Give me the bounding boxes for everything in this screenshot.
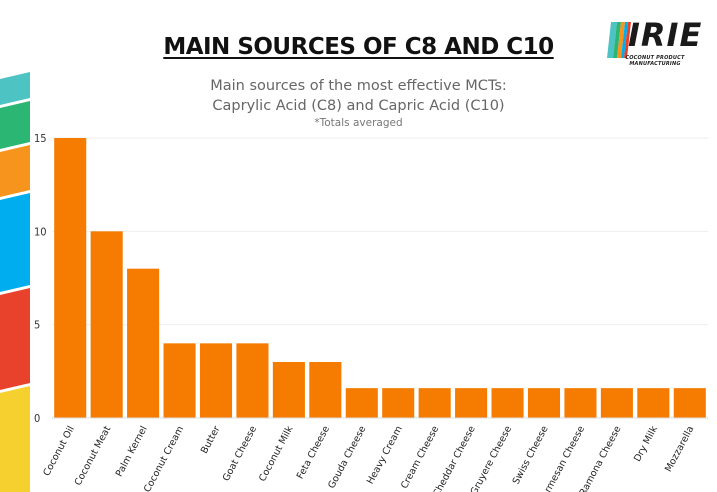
bar-swiss-cheese — [527, 388, 561, 418]
bar-ramona-cheese — [600, 388, 633, 418]
bar-heavy-cream — [382, 388, 415, 418]
x-tick-label: Swiss Cheese — [511, 424, 551, 486]
bar-parmesan-cheese — [564, 388, 597, 418]
bar-goat-cheese — [236, 343, 269, 418]
x-tick-label: Gruyere Cheese — [469, 424, 515, 492]
x-tick-label: Feta Cheese — [295, 424, 332, 481]
x-tick-label: Palm Kernel — [114, 424, 150, 479]
chart-title: MAIN SOURCES OF C8 AND C10 — [163, 34, 554, 60]
decorative-color-stripes — [0, 72, 30, 492]
stripe-blue — [0, 193, 30, 292]
bar-cream-cheese — [418, 388, 451, 418]
y-tick-label: 15 — [34, 132, 47, 145]
stripe-yellow — [0, 386, 30, 492]
logo-stripe-2 — [613, 22, 621, 58]
stripe-red — [0, 288, 30, 390]
y-tick-label: 0 — [34, 412, 40, 425]
logo-stripe-4 — [621, 22, 628, 58]
logo-tagline: COCONUT PRODUCT MANUFACTURING — [625, 55, 685, 67]
bar-coconut-cream — [163, 343, 196, 418]
bar-palm-kernel — [127, 268, 160, 418]
bar-feta-cheese — [309, 362, 342, 418]
bar-butter — [199, 343, 233, 418]
bar-dry-milk — [637, 388, 670, 418]
x-tick-label: Heavy Cream — [365, 424, 405, 486]
x-tick-label: Dry Milk — [632, 424, 660, 464]
logo-stripe-1 — [607, 22, 617, 58]
x-tick-label: Mozzarella — [663, 424, 696, 474]
chart-note: *Totals averaged — [314, 117, 403, 129]
chart-subtitle-line2: Caprylic Acid (C8) and Capric Acid (C10) — [212, 98, 505, 114]
x-tick-label: Goat Cheese — [221, 424, 259, 483]
logo-stripe-3 — [617, 22, 625, 58]
bar-cheddar-cheese — [455, 388, 488, 418]
bar-gouda-cheese — [345, 388, 378, 418]
x-tick-label: Coconut Meat — [73, 424, 114, 488]
stripe-orange — [0, 145, 30, 197]
x-tick-label: Coconut Milk — [257, 424, 296, 484]
stripe-green — [0, 101, 30, 149]
logo-wordmark: IRIE — [628, 16, 703, 54]
bar-coconut-milk — [272, 362, 305, 418]
bar-coconut-oil — [54, 138, 87, 418]
x-tick-label: Cream Cheese — [399, 424, 441, 491]
logo-stripe-5 — [624, 22, 631, 58]
bar-mozzarella — [673, 388, 706, 418]
irie-logo-mark — [607, 22, 631, 58]
y-tick-label: 10 — [34, 225, 47, 238]
x-tick-label: Coconut Cream — [142, 424, 186, 492]
stripe-teal — [0, 72, 30, 105]
x-tick-label: Gouda Cheese — [326, 424, 368, 490]
x-tick-label: Coconut Oil — [41, 424, 77, 478]
bar-gruyere-cheese — [491, 388, 524, 418]
y-tick-label: 5 — [34, 319, 40, 332]
bar-coconut-meat — [90, 231, 123, 418]
x-tick-label: Butter — [199, 424, 223, 456]
chart-subtitle-line1: Main sources of the most effective MCTs: — [210, 78, 507, 94]
